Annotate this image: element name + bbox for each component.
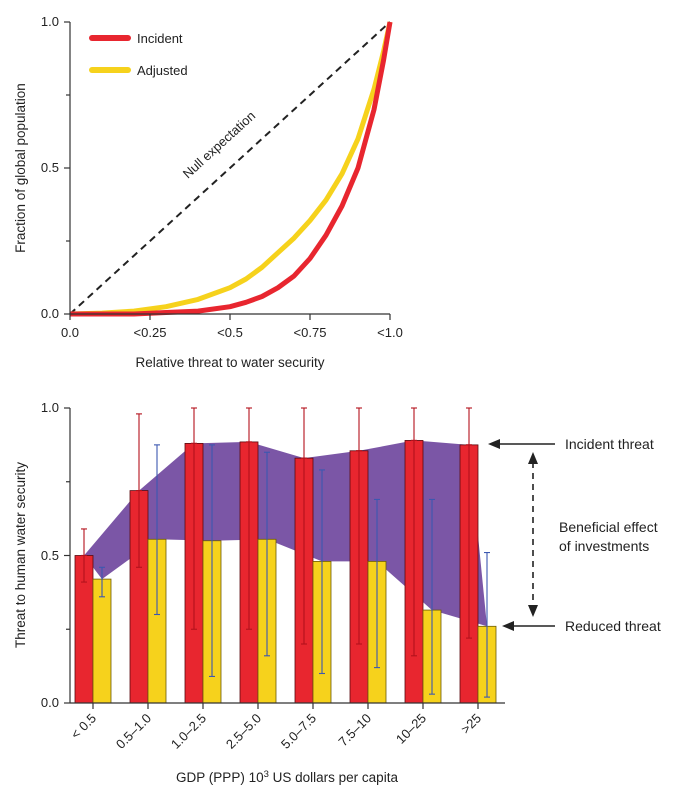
bottom-x-tick-label: 10–25 bbox=[393, 711, 429, 747]
top-y-axis-label: Fraction of global population bbox=[13, 83, 28, 253]
bottom-x-tick-label: 2.5–5.0 bbox=[223, 711, 264, 752]
reduced-arrowhead bbox=[502, 621, 514, 631]
effect-arrowhead-up bbox=[528, 452, 538, 464]
null-expectation-label: Null expectation bbox=[180, 108, 258, 181]
annotations: Incident threat Beneficial effect of inv… bbox=[488, 436, 661, 634]
bottom-x-tick-label: >25 bbox=[458, 711, 484, 737]
reduced-threat-label: Reduced threat bbox=[565, 618, 661, 634]
top-y-tick-label: 1.0 bbox=[41, 14, 59, 29]
effect-arrowhead-down bbox=[528, 605, 538, 617]
top-y-tick-label: 0.0 bbox=[41, 306, 59, 321]
top-legend: Incident Adjusted bbox=[89, 31, 188, 78]
effect-label-line1: Beneficial effect bbox=[559, 519, 658, 535]
top-x-tick-label: <0.5 bbox=[217, 325, 243, 340]
top-x-tick-label: <0.25 bbox=[134, 325, 167, 340]
bottom-plot-area: < 0.5 0.5–1.0 1.0–2.5 2.5–5.0 5.0–7.5 7.5–10 1… bbox=[68, 407, 497, 752]
bottom-x-tick-label: 0.5–1.0 bbox=[113, 711, 154, 752]
bottom-y-axis-label: Threat to human water security bbox=[13, 462, 28, 648]
top-chart: 1.0 0.5 0.0 0.0 <0.25 <0.5 <0.75 <1.0 Re… bbox=[13, 14, 403, 370]
legend-adjusted-label: Adjusted bbox=[137, 63, 188, 78]
bottom-y-tick-label: 0.0 bbox=[41, 695, 59, 710]
null-expectation-line bbox=[69, 21, 391, 315]
top-x-tick-label: <0.75 bbox=[294, 325, 327, 340]
top-y-tick-label: 0.5 bbox=[41, 160, 59, 175]
top-x-tick-label: 0.0 bbox=[61, 325, 79, 340]
top-x-tick-label: <1.0 bbox=[377, 325, 403, 340]
incident-threat-label: Incident threat bbox=[565, 436, 654, 452]
bottom-x-tick-label: 1.0–2.5 bbox=[168, 711, 209, 752]
bottom-x-tick-label: 5.0–7.5 bbox=[278, 711, 319, 752]
incident-arrowhead bbox=[488, 439, 500, 449]
bottom-x-axis-label: GDP (PPP) 103 US dollars per capita bbox=[176, 769, 398, 785]
bottom-y-tick-label: 0.5 bbox=[41, 548, 59, 563]
reduced-bar bbox=[92, 578, 112, 704]
bottom-x-tick-label: 7.5–10 bbox=[335, 711, 374, 750]
top-plot-area bbox=[69, 21, 393, 317]
legend-incident-label: Incident bbox=[137, 31, 183, 46]
bottom-y-tick-label: 1.0 bbox=[41, 400, 59, 415]
effect-label-line2: of investments bbox=[559, 538, 649, 554]
top-x-axis-label: Relative threat to water security bbox=[135, 355, 324, 370]
incident-series-line bbox=[70, 21, 393, 317]
bottom-x-tick-label: < 0.5 bbox=[68, 711, 99, 742]
adjusted-series-line bbox=[69, 21, 393, 317]
bottom-chart: < 0.5 0.5–1.0 1.0–2.5 2.5–5.0 5.0–7.5 7.5–10 1… bbox=[13, 400, 661, 785]
